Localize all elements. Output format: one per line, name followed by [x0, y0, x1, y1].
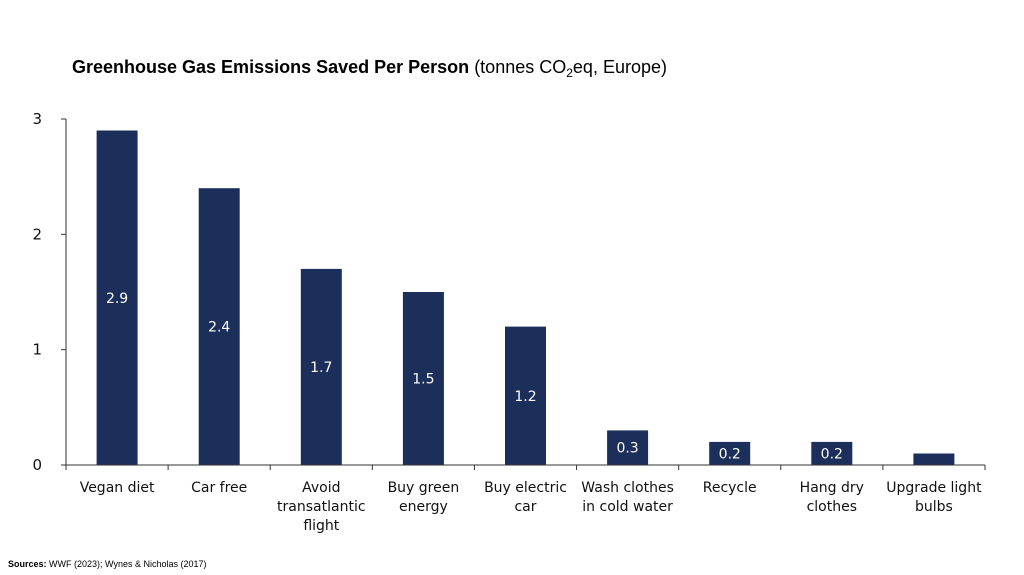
x-category-label-6: Wash clothes in cold water	[581, 480, 674, 515]
x-category-label-line: clothes	[807, 499, 857, 515]
x-ticks-group: Vegan diet Car free Avoid transatlantic flig…	[65, 465, 986, 534]
x-category-label-line: Car free	[191, 480, 247, 496]
bar-value-label-2: 2.4	[208, 320, 230, 336]
x-category-label-line: transatlantic	[277, 499, 365, 515]
x-category-label-2: Car free	[191, 480, 247, 496]
x-category-label-4: Buy green energy	[388, 480, 460, 515]
chart-title-units-suffix: eq, Europe)	[572, 57, 667, 77]
bar-2	[198, 188, 240, 465]
bar-5	[505, 326, 546, 465]
x-category-label-line: flight	[303, 518, 339, 534]
y-tick-label-1: 1	[32, 341, 42, 359]
sources-text: WWF (2023); Wynes & Nicholas (2017)	[49, 559, 207, 569]
x-category-label-line: Vegan diet	[80, 480, 155, 496]
chart-title: Greenhouse Gas Emissions Saved Per Perso…	[72, 57, 667, 80]
y-tick-label-0: 0	[32, 456, 42, 474]
x-category-label-line: bulbs	[915, 499, 953, 515]
bar-value-label-8: 0.2	[821, 447, 843, 463]
bar-value-label-4: 1.5	[412, 372, 434, 388]
x-category-label-line: Buy green	[388, 480, 460, 496]
x-category-label-line: Avoid	[302, 480, 340, 496]
chart-title-units-subscript: 2	[566, 66, 573, 80]
chart-title-main: Greenhouse Gas Emissions Saved Per Perso…	[72, 57, 470, 77]
bar-3	[300, 268, 342, 465]
bar-value-label-1: 2.9	[106, 291, 128, 307]
y-tick-label-3: 3	[32, 110, 42, 128]
x-category-label-line: energy	[399, 499, 448, 515]
bars-group	[96, 130, 955, 465]
x-category-label-line: Buy electric	[484, 480, 567, 496]
x-category-label-line: car	[514, 499, 536, 515]
y-tick-label-2: 2	[32, 225, 42, 243]
x-category-label-7: Recycle	[703, 480, 757, 496]
x-category-label-3: Avoid transatlantic flight	[277, 480, 365, 534]
axes-group	[65, 119, 985, 466]
x-category-label-9: Upgrade light bulbs	[886, 480, 982, 515]
x-category-label-8: Hang dry clothes	[800, 480, 864, 515]
bar-value-label-5: 1.2	[514, 389, 536, 405]
bar-value-label-7: 0.2	[719, 447, 741, 463]
x-category-label-line: Wash clothes	[581, 480, 674, 496]
x-category-label-line: Recycle	[703, 480, 757, 496]
bar-7	[709, 441, 751, 465]
bar-value-label-3: 1.7	[310, 360, 332, 376]
bar-8	[811, 441, 853, 465]
x-category-label-1: Vegan diet	[80, 480, 155, 496]
bar-6	[607, 430, 649, 465]
x-category-label-line: Upgrade light	[886, 480, 982, 496]
chart-title-units: (tonnes CO2eq, Europe)	[474, 57, 667, 80]
bar-labels-group: 2.9 2.4 1.7 1.5 1.2 0.3 0.2 0.2	[106, 291, 843, 463]
x-category-label-line: in cold water	[582, 499, 673, 515]
x-category-label-5: Buy electric car	[484, 480, 567, 515]
sources-label: Sources:	[8, 559, 47, 569]
bar-4	[402, 292, 444, 465]
sources-note: Sources: WWF (2023); Wynes & Nicholas (2…	[8, 559, 207, 569]
y-ticks-group: 0 1 2 3	[32, 110, 66, 474]
chart-title-units-prefix: (tonnes CO	[474, 57, 567, 77]
bar-9	[913, 453, 955, 465]
bar-value-label-6: 0.3	[616, 441, 638, 457]
x-category-label-line: Hang dry	[800, 480, 864, 496]
bar-1	[96, 130, 138, 465]
